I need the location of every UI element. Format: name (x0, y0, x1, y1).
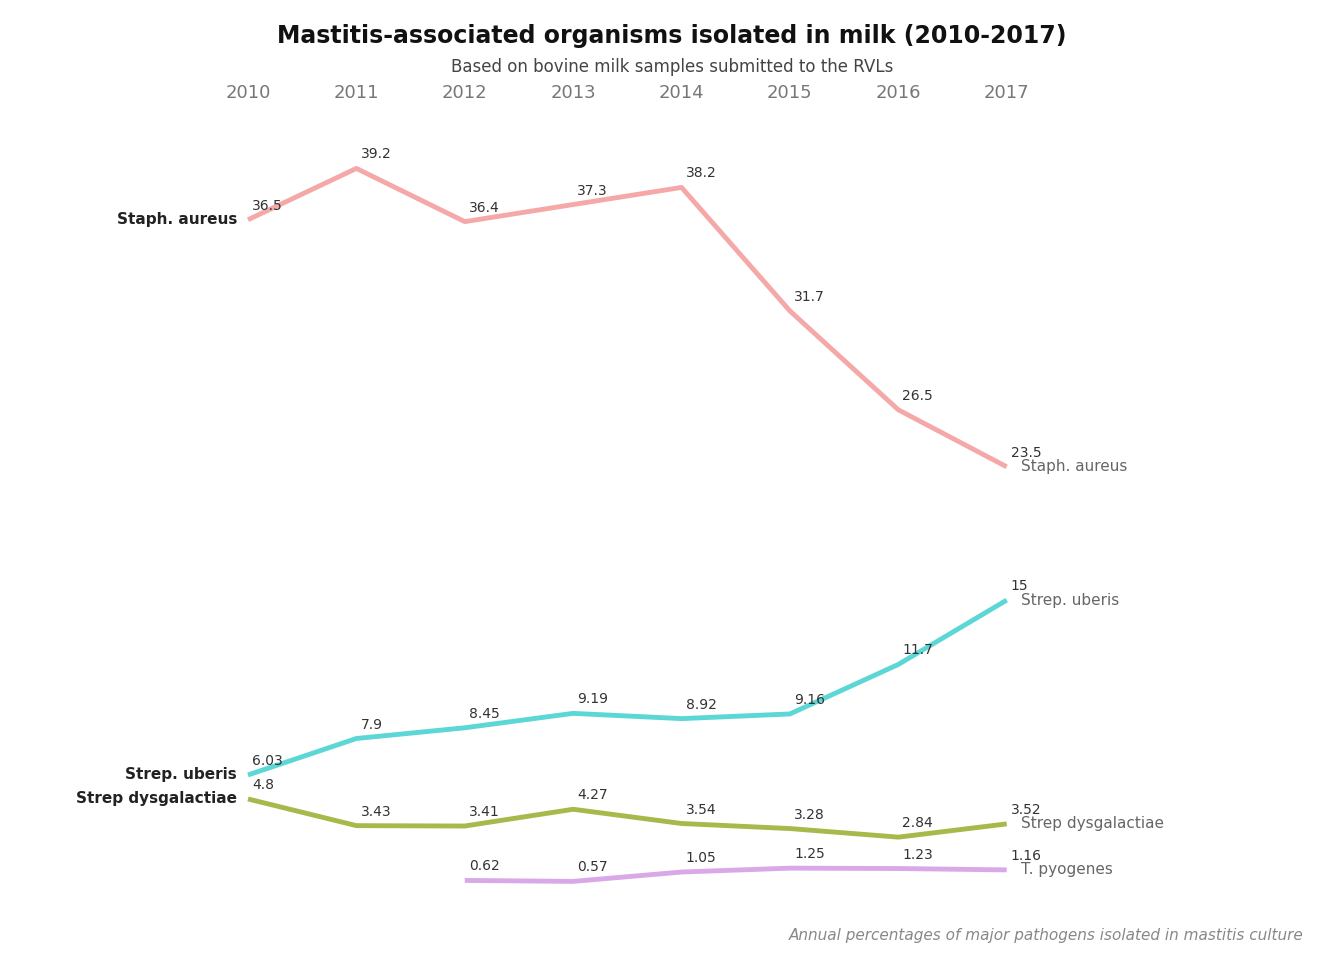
Text: 36.4: 36.4 (469, 201, 500, 215)
Text: 9.16: 9.16 (794, 693, 825, 707)
Text: 26.5: 26.5 (902, 389, 933, 403)
Text: 9.19: 9.19 (578, 692, 609, 707)
Text: T. pyogenes: T. pyogenes (1020, 862, 1113, 877)
Text: 39.2: 39.2 (360, 148, 391, 161)
Text: Strep dysgalactiae: Strep dysgalactiae (75, 791, 237, 806)
Text: Annual percentages of major pathogens isolated in mastitis culture: Annual percentages of major pathogens is… (789, 927, 1304, 943)
Text: 7.9: 7.9 (360, 717, 383, 732)
Text: 0.62: 0.62 (469, 859, 500, 874)
Text: 3.43: 3.43 (360, 804, 391, 819)
Text: 2.84: 2.84 (902, 816, 933, 830)
Text: 1.16: 1.16 (1011, 849, 1042, 863)
Text: Strep. uberis: Strep. uberis (1020, 592, 1118, 608)
Text: 4.27: 4.27 (578, 788, 607, 803)
Text: Based on bovine milk samples submitted to the RVLs: Based on bovine milk samples submitted t… (450, 58, 894, 76)
Text: 0.57: 0.57 (578, 860, 607, 875)
Text: 31.7: 31.7 (794, 290, 825, 304)
Text: 4.8: 4.8 (253, 778, 274, 792)
Text: 38.2: 38.2 (685, 166, 716, 180)
Text: 36.5: 36.5 (253, 199, 282, 213)
Text: Strep dysgalactiae: Strep dysgalactiae (1020, 816, 1164, 831)
Text: 1.23: 1.23 (902, 848, 933, 861)
Text: 1.05: 1.05 (685, 852, 716, 865)
Text: Mastitis-associated organisms isolated in milk (2010-2017): Mastitis-associated organisms isolated i… (277, 24, 1067, 48)
Text: 1.25: 1.25 (794, 847, 825, 861)
Text: 8.92: 8.92 (685, 698, 716, 711)
Text: 6.03: 6.03 (253, 754, 282, 768)
Text: 3.28: 3.28 (794, 807, 825, 822)
Text: 37.3: 37.3 (578, 183, 607, 198)
Text: 11.7: 11.7 (902, 643, 933, 658)
Text: 23.5: 23.5 (1011, 445, 1042, 460)
Text: 3.52: 3.52 (1011, 803, 1042, 817)
Text: 3.41: 3.41 (469, 805, 500, 819)
Text: Staph. aureus: Staph. aureus (1020, 459, 1128, 474)
Text: 3.54: 3.54 (685, 803, 716, 817)
Text: Strep. uberis: Strep. uberis (125, 767, 237, 782)
Text: 8.45: 8.45 (469, 707, 500, 721)
Text: 15: 15 (1011, 579, 1028, 593)
Text: Staph. aureus: Staph. aureus (117, 212, 237, 228)
